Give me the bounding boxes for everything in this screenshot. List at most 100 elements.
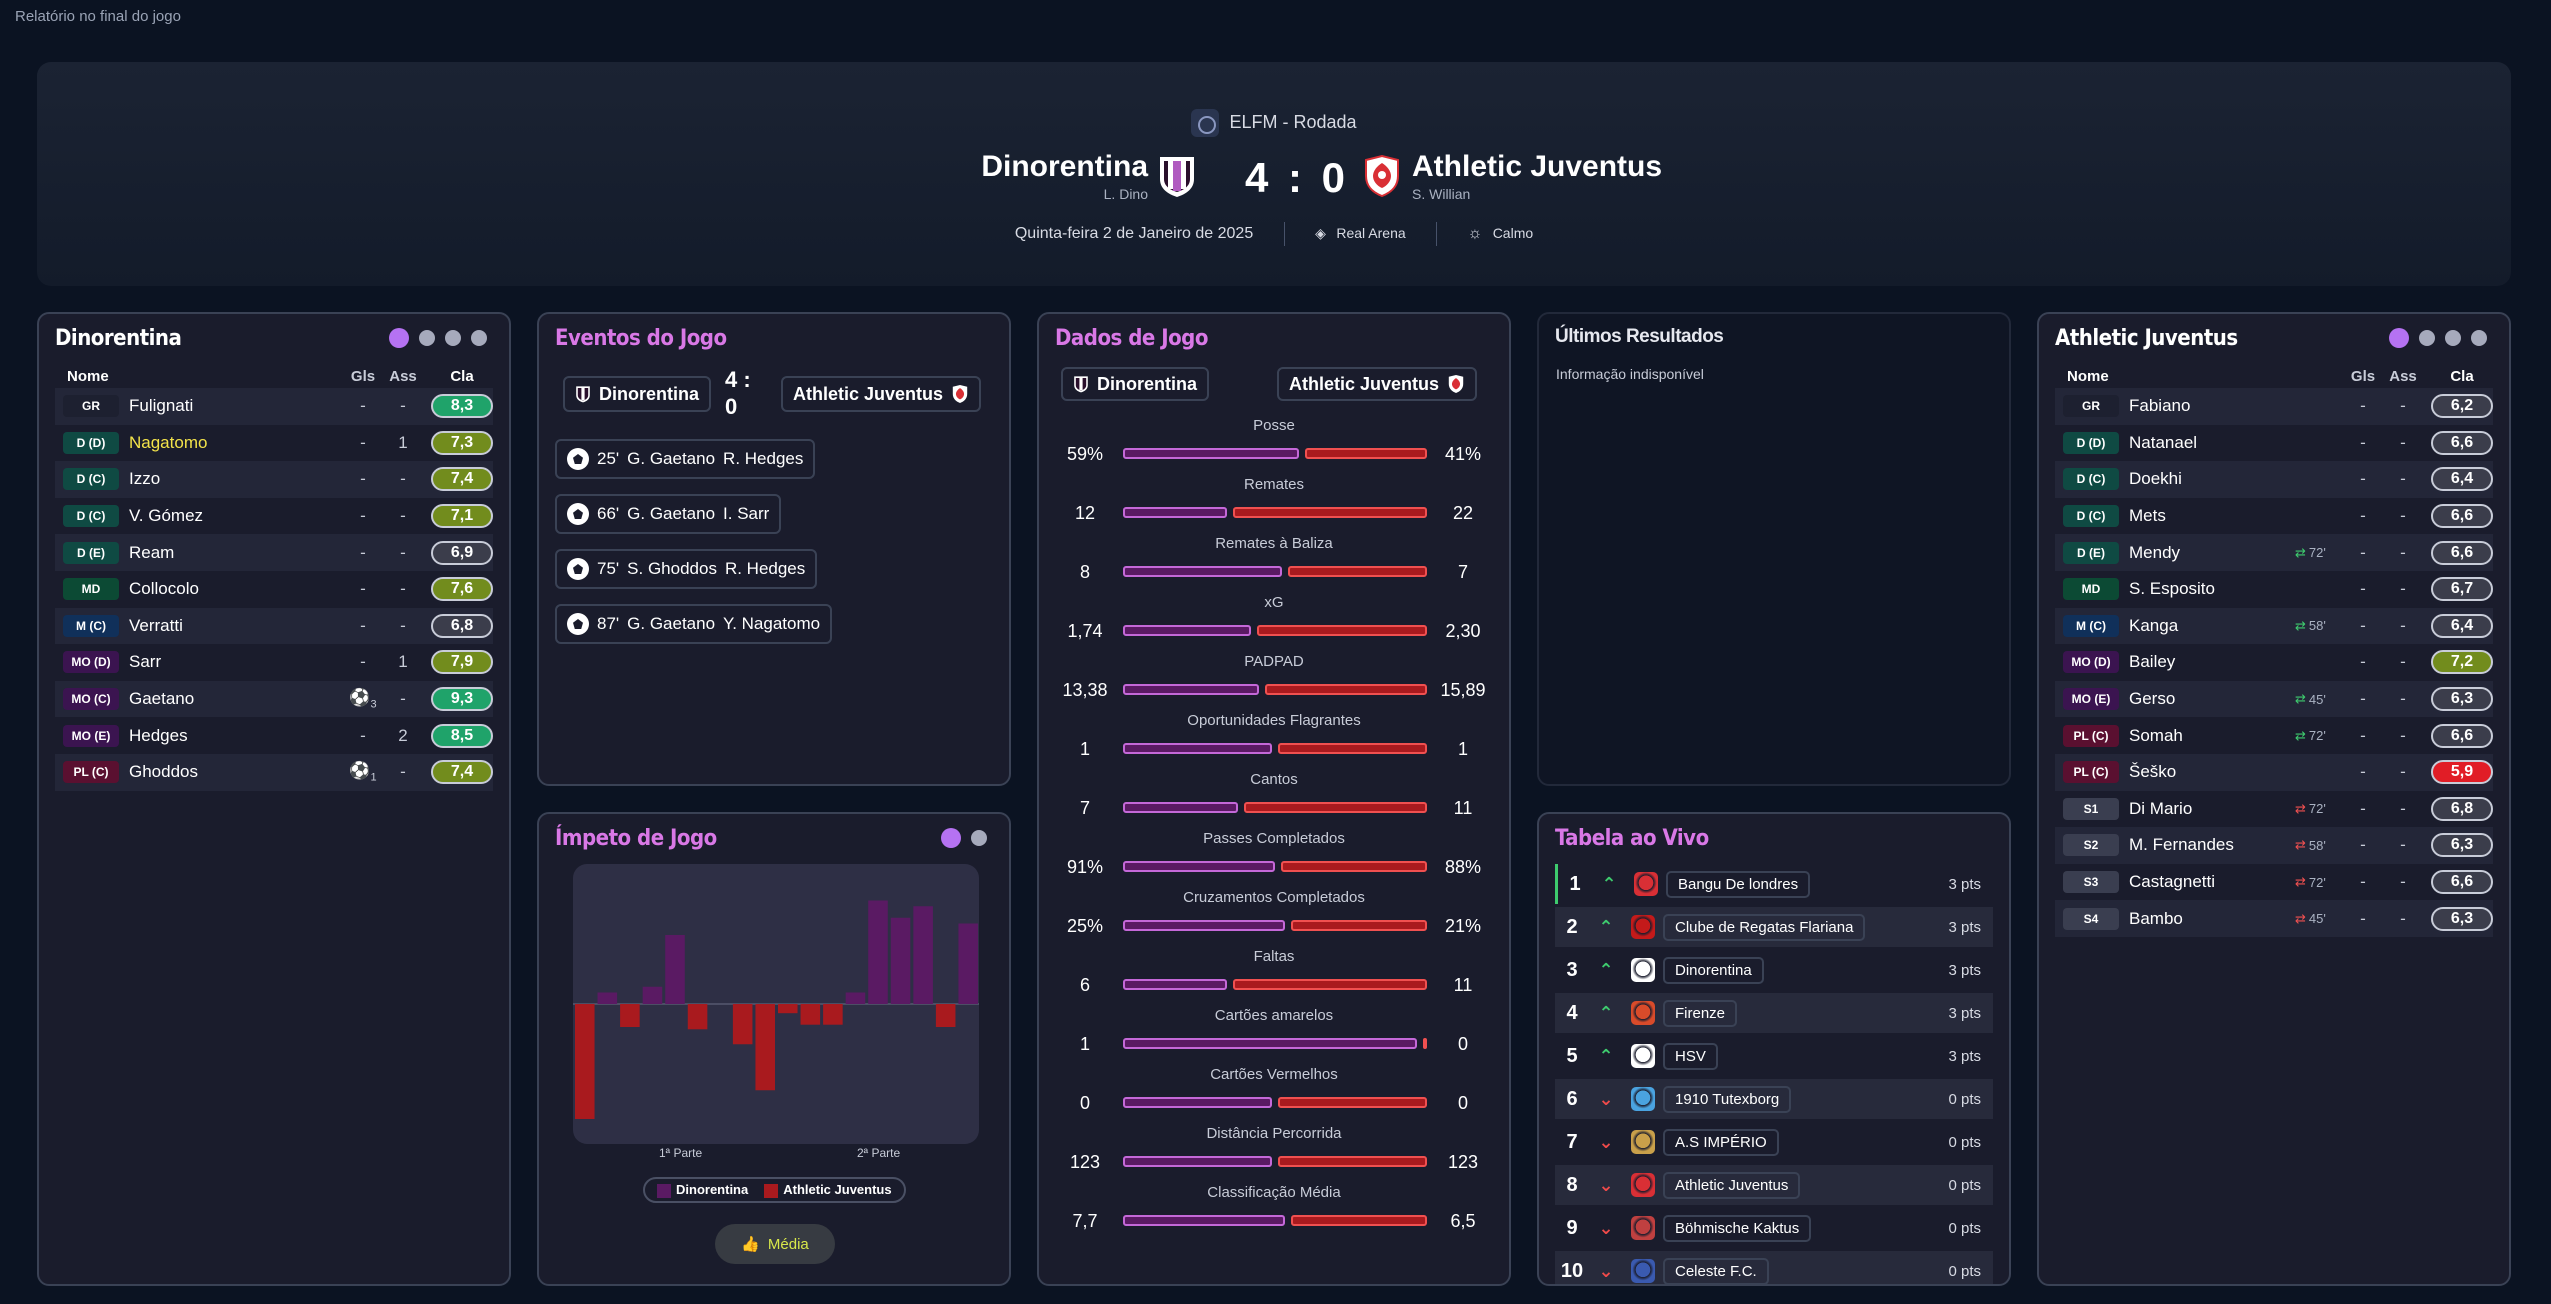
view-dot-2[interactable] [971,830,987,846]
view-dot-1[interactable] [389,328,409,348]
player-name[interactable]: Doekhi [2129,469,2182,489]
player-row[interactable]: MD Collocolo - - 7,6 [55,571,493,608]
player-row[interactable]: S3 Castagnetti ⇄ 72' - - 6,6 [2055,864,2493,901]
table-row[interactable]: 5 ⌃ HSV 3 pts [1555,1036,1993,1076]
table-row[interactable]: 8 ⌄ Athletic Juventus 0 pts [1555,1165,1993,1205]
competition[interactable]: ELFM - Rodada [37,109,2511,137]
average-button[interactable]: 👍 Média [715,1224,835,1264]
col-cla[interactable]: Cla [450,367,474,385]
player-row[interactable]: MO (C) Gaetano ⚽3-9,3 [55,680,493,718]
player-name[interactable]: Verratti [129,615,183,635]
player-row[interactable]: D (C) Izzo - - 7,4 [55,461,493,498]
player-name[interactable]: M. Fernandes [2129,835,2234,855]
col-name[interactable]: Nome [2067,367,2109,385]
view-dot-2[interactable] [419,330,435,346]
player-name[interactable]: Ghoddos [129,762,198,782]
player-name[interactable]: Sarr [129,652,162,672]
player-name[interactable]: Gerso [2129,689,2176,709]
player-name[interactable]: Nagatomo [129,432,208,452]
view-dot-3[interactable] [445,330,461,346]
team-name[interactable]: Firenze [1663,999,1738,1027]
player-row[interactable]: PL (C) Ghoddos ⚽1-7,4 [55,753,493,791]
player-name[interactable]: Mendy [2129,542,2181,562]
events-away-team[interactable]: Athletic Juventus [781,376,982,412]
table-row[interactable]: 7 ⌄ A.S IMPÉRIO 0 pts [1555,1122,1993,1162]
team-name[interactable]: 1910 Tutexborg [1663,1085,1792,1113]
col-cla[interactable]: Cla [2450,367,2474,385]
team-name[interactable]: Celeste F.C. [1663,1257,1769,1284]
table-row[interactable]: 2 ⌃ Clube de Regatas Flariana 3 pts [1555,907,1993,947]
player-name[interactable]: Fabiano [2129,396,2191,416]
goal-event[interactable]: 87' G. Gaetano Y. Nagatomo [555,604,833,644]
view-dot-4[interactable] [471,330,487,346]
player-row[interactable]: GR Fabiano - - 6,2 [2055,388,2493,425]
player-name[interactable]: S. Esposito [2129,579,2215,599]
player-row[interactable]: M (C) Verratti - - 6,8 [55,607,493,645]
player-name[interactable]: Collocolo [129,579,199,599]
player-name[interactable]: Mets [2129,506,2166,526]
table-row[interactable]: 1 ⌃ Bangu De londres 3 pts [1555,864,1993,904]
player-row[interactable]: D (C) Mets - - 6,6 [2055,498,2493,535]
table-row[interactable]: 3 ⌃ Dinorentina 3 pts [1555,950,1993,990]
away-manager[interactable]: S. Willian [1412,186,1471,202]
player-name[interactable]: Gaetano [129,689,195,709]
events-home-team[interactable]: Dinorentina [563,376,712,412]
player-row[interactable]: MD S. Esposito - - 6,7 [2055,571,2493,608]
col-ass[interactable]: Ass [389,367,417,385]
player-row[interactable]: PL (C) Šeško - - 5,9 [2055,753,2493,791]
player-row[interactable]: S1 Di Mario ⇄ 72' - - 6,8 [2055,791,2493,828]
player-row[interactable]: D (C) Doekhi - - 6,4 [2055,461,2493,498]
goal-event[interactable]: 25' G. Gaetano R. Hedges [555,439,816,479]
player-name[interactable]: Izzo [129,469,161,489]
player-row[interactable]: M (C) Kanga ⇄ 58' - - 6,4 [2055,607,2493,645]
view-dot-1[interactable] [2389,328,2409,348]
home-manager[interactable]: L. Dino [1103,186,1148,202]
col-ass[interactable]: Ass [2389,367,2417,385]
away-team[interactable]: Athletic Juventus S. Willian [1412,150,1662,202]
goal-event[interactable]: 66' G. Gaetano I. Sarr [555,494,782,534]
view-dot-2[interactable] [2419,330,2435,346]
team-name[interactable]: A.S IMPÉRIO [1663,1128,1779,1156]
player-name[interactable]: Bailey [2129,652,2176,672]
player-row[interactable]: PL (C) Somah ⇄ 72' - - 6,6 [2055,717,2493,754]
player-row[interactable]: D (C) V. Gómez - - 7,1 [55,498,493,535]
player-name[interactable]: Ream [129,542,175,562]
player-name[interactable]: Bambo [2129,908,2183,928]
player-row[interactable]: GR Fulignati - - 8,3 [55,388,493,425]
col-name[interactable]: Nome [67,367,109,385]
player-row[interactable]: MO (E) Hedges - 2 8,5 [55,717,493,754]
home-team[interactable]: Dinorentina L. Dino [981,150,1148,202]
player-name[interactable]: Hedges [129,725,188,745]
team-name[interactable]: Clube de Regatas Flariana [1663,913,1866,941]
player-name[interactable]: Šeško [2129,762,2177,782]
player-row[interactable]: MO (E) Gerso ⇄ 45' - - 6,3 [2055,680,2493,718]
view-dot-1[interactable] [941,828,961,848]
team-name[interactable]: Athletic Juventus [1663,1171,1801,1199]
player-row[interactable]: MO (D) Bailey - - 7,2 [2055,644,2493,681]
stadium-name[interactable]: Real Arena [1336,225,1406,242]
table-row[interactable]: 10 ⌄ Celeste F.C. 0 pts [1555,1251,1993,1284]
stats-away-team[interactable]: Athletic Juventus [1277,367,1478,401]
player-name[interactable]: Fulignati [129,396,194,416]
player-row[interactable]: D (D) Nagatomo - 1 7,3 [55,425,493,462]
stats-home-team[interactable]: Dinorentina [1061,367,1210,401]
player-row[interactable]: D (E) Ream - - 6,9 [55,534,493,571]
player-row[interactable]: S2 M. Fernandes ⇄ 58' - - 6,3 [2055,827,2493,864]
home-team-name[interactable]: Dinorentina [981,150,1148,183]
player-row[interactable]: S4 Bambo ⇄ 45' - - 6,3 [2055,900,2493,937]
away-team-name[interactable]: Athletic Juventus [1412,150,1663,183]
player-name[interactable]: Natanael [2129,432,2198,452]
team-name[interactable]: HSV [1663,1042,1718,1070]
player-name[interactable]: Somah [2129,725,2183,745]
view-dot-4[interactable] [2471,330,2487,346]
view-dot-3[interactable] [2445,330,2461,346]
player-name[interactable]: Kanga [2129,615,2179,635]
player-name[interactable]: V. Gómez [129,506,204,526]
col-gls[interactable]: Gls [350,367,376,385]
table-row[interactable]: 9 ⌄ Böhmische Kaktus 0 pts [1555,1208,1993,1248]
player-row[interactable]: D (E) Mendy ⇄ 72' - - 6,6 [2055,534,2493,571]
team-name[interactable]: Dinorentina [1663,956,1764,984]
table-row[interactable]: 4 ⌃ Firenze 3 pts [1555,993,1993,1033]
goal-event[interactable]: 75' S. Ghoddos R. Hedges [555,549,818,589]
player-name[interactable]: Di Mario [2129,798,2193,818]
